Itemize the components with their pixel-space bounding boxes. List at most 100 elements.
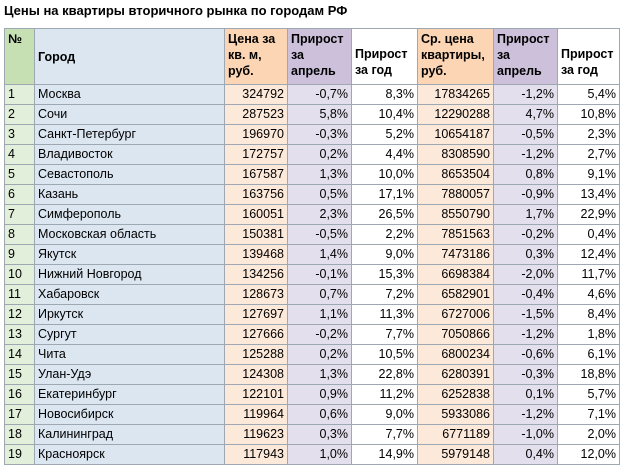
growth-year-cell[interactable]: 10,5%: [351, 344, 418, 365]
row-number-cell[interactable]: 2: [4, 104, 35, 125]
price-sqm-cell[interactable]: 119964: [224, 404, 288, 425]
city-name-cell[interactable]: Хабаровск: [34, 284, 225, 305]
growth-april-cell[interactable]: 0,6%: [287, 404, 352, 425]
row-number-cell[interactable]: 19: [4, 444, 35, 465]
growth-april-2-cell[interactable]: 4,7%: [493, 104, 558, 125]
city-name-cell[interactable]: Владивосток: [34, 144, 225, 165]
growth-year-cell[interactable]: 9,0%: [351, 404, 418, 425]
growth-year-cell[interactable]: 26,5%: [351, 204, 418, 225]
avg-price-cell[interactable]: 7851563: [417, 224, 494, 245]
growth-april-2-cell[interactable]: -0,9%: [493, 184, 558, 205]
growth-year-2-cell[interactable]: 22,9%: [557, 204, 620, 225]
city-name-cell[interactable]: Красноярск: [34, 444, 225, 465]
growth-year-2-cell[interactable]: 2,7%: [557, 144, 620, 165]
header-city[interactable]: Город: [34, 28, 225, 85]
price-sqm-cell[interactable]: 117943: [224, 444, 288, 465]
growth-april-2-cell[interactable]: 0,4%: [493, 444, 558, 465]
avg-price-cell[interactable]: 6582901: [417, 284, 494, 305]
growth-april-2-cell[interactable]: 0,1%: [493, 384, 558, 405]
row-number-cell[interactable]: 13: [4, 324, 35, 345]
growth-year-cell[interactable]: 9,0%: [351, 244, 418, 265]
avg-price-cell[interactable]: 8308590: [417, 144, 494, 165]
city-name-cell[interactable]: Иркутск: [34, 304, 225, 325]
price-sqm-cell[interactable]: 125288: [224, 344, 288, 365]
avg-price-cell[interactable]: 5979148: [417, 444, 494, 465]
growth-year-cell[interactable]: 22,8%: [351, 364, 418, 385]
row-number-cell[interactable]: 3: [4, 124, 35, 145]
growth-year-2-cell[interactable]: 8,4%: [557, 304, 620, 325]
growth-year-cell[interactable]: 14,9%: [351, 444, 418, 465]
price-sqm-cell[interactable]: 172757: [224, 144, 288, 165]
city-name-cell[interactable]: Калининград: [34, 424, 225, 445]
avg-price-cell[interactable]: 6698384: [417, 264, 494, 285]
row-number-cell[interactable]: 9: [4, 244, 35, 265]
header-growth-year-2[interactable]: Прирост за год: [557, 28, 620, 85]
city-name-cell[interactable]: Новосибирск: [34, 404, 225, 425]
growth-april-cell[interactable]: 1,3%: [287, 364, 352, 385]
city-name-cell[interactable]: Нижний Новгород: [34, 264, 225, 285]
price-sqm-cell[interactable]: 167587: [224, 164, 288, 185]
growth-year-cell[interactable]: 4,4%: [351, 144, 418, 165]
growth-april-2-cell[interactable]: -1,2%: [493, 144, 558, 165]
price-sqm-cell[interactable]: 134256: [224, 264, 288, 285]
growth-year-cell[interactable]: 11,3%: [351, 304, 418, 325]
price-sqm-cell[interactable]: 127666: [224, 324, 288, 345]
avg-price-cell[interactable]: 5933086: [417, 404, 494, 425]
header-avg-price[interactable]: Ср. цена квартиры, руб.: [417, 28, 494, 85]
city-name-cell[interactable]: Московская область: [34, 224, 225, 245]
city-name-cell[interactable]: Москва: [34, 84, 225, 105]
growth-april-cell[interactable]: 1,0%: [287, 444, 352, 465]
growth-april-cell[interactable]: 0,7%: [287, 284, 352, 305]
growth-april-cell[interactable]: 2,3%: [287, 204, 352, 225]
growth-year-2-cell[interactable]: 11,7%: [557, 264, 620, 285]
growth-april-cell[interactable]: -0,3%: [287, 124, 352, 145]
avg-price-cell[interactable]: 6727006: [417, 304, 494, 325]
row-number-cell[interactable]: 5: [4, 164, 35, 185]
growth-year-cell[interactable]: 7,2%: [351, 284, 418, 305]
price-sqm-cell[interactable]: 150381: [224, 224, 288, 245]
growth-year-2-cell[interactable]: 7,1%: [557, 404, 620, 425]
growth-april-cell[interactable]: 0,9%: [287, 384, 352, 405]
price-sqm-cell[interactable]: 124308: [224, 364, 288, 385]
growth-april-2-cell[interactable]: 1,7%: [493, 204, 558, 225]
price-sqm-cell[interactable]: 196970: [224, 124, 288, 145]
city-name-cell[interactable]: Екатеринбург: [34, 384, 225, 405]
avg-price-cell[interactable]: 8550790: [417, 204, 494, 225]
avg-price-cell[interactable]: 6771189: [417, 424, 494, 445]
growth-year-2-cell[interactable]: 1,8%: [557, 324, 620, 345]
city-name-cell[interactable]: Сургут: [34, 324, 225, 345]
price-sqm-cell[interactable]: 119623: [224, 424, 288, 445]
growth-year-2-cell[interactable]: 5,4%: [557, 84, 620, 105]
growth-april-2-cell[interactable]: -2,0%: [493, 264, 558, 285]
price-sqm-cell[interactable]: 139468: [224, 244, 288, 265]
price-sqm-cell[interactable]: 122101: [224, 384, 288, 405]
growth-year-2-cell[interactable]: 13,4%: [557, 184, 620, 205]
avg-price-cell[interactable]: 8653504: [417, 164, 494, 185]
avg-price-cell[interactable]: 17834265: [417, 84, 494, 105]
city-name-cell[interactable]: Севастополь: [34, 164, 225, 185]
row-number-cell[interactable]: 16: [4, 384, 35, 405]
city-name-cell[interactable]: Казань: [34, 184, 225, 205]
row-number-cell[interactable]: 17: [4, 404, 35, 425]
growth-year-2-cell[interactable]: 0,4%: [557, 224, 620, 245]
growth-april-2-cell[interactable]: -0,6%: [493, 344, 558, 365]
growth-year-cell[interactable]: 2,2%: [351, 224, 418, 245]
row-number-cell[interactable]: 1: [4, 84, 35, 105]
growth-year-2-cell[interactable]: 9,1%: [557, 164, 620, 185]
row-number-cell[interactable]: 6: [4, 184, 35, 205]
row-number-cell[interactable]: 8: [4, 224, 35, 245]
growth-april-2-cell[interactable]: -1,5%: [493, 304, 558, 325]
growth-april-2-cell[interactable]: -0,2%: [493, 224, 558, 245]
growth-year-cell[interactable]: 7,7%: [351, 324, 418, 345]
growth-year-2-cell[interactable]: 5,7%: [557, 384, 620, 405]
avg-price-cell[interactable]: 6252838: [417, 384, 494, 405]
growth-year-cell[interactable]: 11,2%: [351, 384, 418, 405]
row-number-cell[interactable]: 14: [4, 344, 35, 365]
price-sqm-cell[interactable]: 127697: [224, 304, 288, 325]
avg-price-cell[interactable]: 7473186: [417, 244, 494, 265]
row-number-cell[interactable]: 4: [4, 144, 35, 165]
growth-april-2-cell[interactable]: -1,2%: [493, 324, 558, 345]
growth-year-2-cell[interactable]: 18,8%: [557, 364, 620, 385]
header-growth-year[interactable]: Прирост за год: [351, 28, 418, 85]
avg-price-cell[interactable]: 7050866: [417, 324, 494, 345]
